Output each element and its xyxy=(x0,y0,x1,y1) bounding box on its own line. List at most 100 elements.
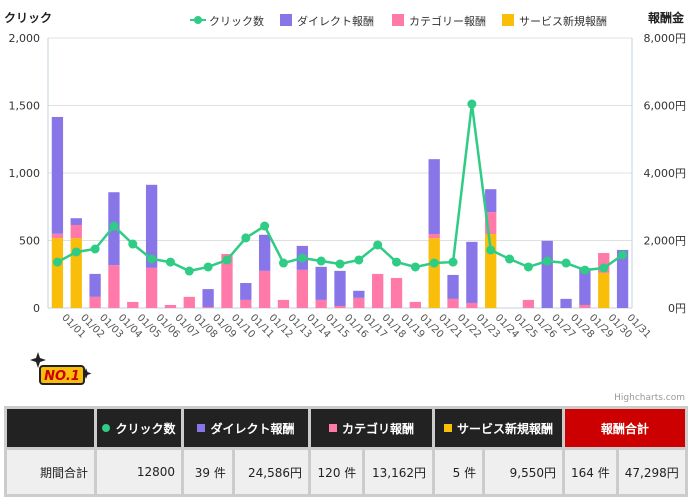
right-axis-title: 報酬金 xyxy=(648,10,685,25)
clicks-point xyxy=(523,262,533,272)
bar-サービス新規報酬 xyxy=(485,234,497,308)
right-tick-label: 6,000円 xyxy=(644,100,687,113)
combo-chart: クリック 報酬金 0 0円 500 2,000円 1,000 4,000円 1,500 6,0… xyxy=(4,10,687,341)
bar-サービス新規報酬 xyxy=(428,238,440,308)
highcharts-credit[interactable]: Highcharts.com xyxy=(614,393,685,403)
table-header-row: クリック数 ダイレクト報酬 カテゴリ報酬 サービス新規報酬 報酬合計 xyxy=(4,406,688,450)
clicks-point xyxy=(354,255,364,265)
clicks-point xyxy=(260,221,270,231)
clicks-point xyxy=(128,239,138,249)
header-direct: ダイレクト報酬 xyxy=(181,406,311,450)
svg-text:NO.1: NO.1 xyxy=(44,369,80,384)
clicks-dot-icon xyxy=(102,423,111,432)
header-category: カテゴリ報酬 xyxy=(308,406,435,450)
bar-ダイレクト報酬 xyxy=(541,240,553,308)
clicks-point xyxy=(486,245,496,255)
bar-サービス新規報酬 xyxy=(70,238,82,308)
right-tick-label: 8,000円 xyxy=(644,32,687,45)
total-amount: 47,298円 xyxy=(615,447,688,497)
row-label: 期間合計 xyxy=(4,447,97,497)
clicks-point xyxy=(335,259,345,269)
legend-item: カテゴリー報酬 xyxy=(409,14,486,28)
right-tick-label: 0円 xyxy=(668,302,686,315)
legend-square-icon xyxy=(280,14,292,26)
bar-カテゴリー報酬 xyxy=(164,304,177,308)
clicks-point xyxy=(165,257,175,267)
bar-カテゴリー報酬 xyxy=(485,212,497,235)
bar-カテゴリー報酬 xyxy=(334,305,346,308)
bar-ダイレクト報酬 xyxy=(51,116,64,234)
bar-カテゴリー報酬 xyxy=(277,299,290,308)
bar-カテゴリー報酬 xyxy=(353,297,365,308)
direct-square-icon xyxy=(197,423,206,432)
bar-カテゴリー報酬 xyxy=(145,267,158,308)
clicks-point xyxy=(467,99,477,109)
bar-カテゴリー報酬 xyxy=(466,302,478,308)
total-count: 164 件 xyxy=(562,447,619,497)
clicks-point xyxy=(505,254,515,264)
clicks-point xyxy=(241,233,251,243)
left-tick-label: 500 xyxy=(19,235,40,248)
clicks-point xyxy=(410,262,420,272)
left-tick-label: 1,000 xyxy=(9,167,41,180)
clicks-point xyxy=(147,254,157,264)
header-total: 報酬合計 xyxy=(562,406,688,450)
category-amount: 13,162円 xyxy=(362,447,435,497)
category-square-icon xyxy=(328,423,337,432)
bar-ダイレクト報酬 xyxy=(334,270,346,306)
bar-カテゴリー報酬 xyxy=(183,296,195,308)
right-tick-label: 2,000円 xyxy=(644,235,687,248)
clicks-point xyxy=(109,221,119,231)
legend-square-icon xyxy=(502,14,514,26)
table-row: 期間合計 12800 39 件 24,586円 120 件 13,162円 5 … xyxy=(4,447,688,497)
bar-カテゴリー報酬 xyxy=(447,298,459,308)
legend-square-icon xyxy=(392,14,404,26)
bar-ダイレクト報酬 xyxy=(315,266,327,300)
clicks-point xyxy=(448,257,458,267)
clicks-point xyxy=(542,256,552,266)
clicks-point xyxy=(71,247,81,257)
service-square-icon xyxy=(443,423,452,432)
bar-カテゴリー報酬 xyxy=(70,224,82,239)
legend-item: サービス新規報酬 xyxy=(519,14,607,28)
direct-amount: 24,586円 xyxy=(231,447,312,497)
bar-ダイレクト報酬 xyxy=(485,189,497,213)
bar-カテゴリー報酬 xyxy=(390,277,403,308)
bar-カテゴリー報酬 xyxy=(522,299,535,308)
right-tick-label: 4,000円 xyxy=(644,167,687,180)
bar-カテゴリー報酬 xyxy=(409,301,422,308)
direct-count: 39 件 xyxy=(181,447,235,497)
left-tick-label: 1,500 xyxy=(9,100,41,113)
clicks-point xyxy=(222,255,232,265)
clicks-total: 12800 xyxy=(94,447,184,497)
bar-サービス新規報酬 xyxy=(598,272,610,308)
clicks-point xyxy=(90,244,100,254)
bar-ダイレクト報酬 xyxy=(70,218,82,225)
bar-ダイレクト報酬 xyxy=(89,273,101,297)
clicks-point xyxy=(52,257,62,267)
bar-カテゴリー報酬 xyxy=(108,265,120,308)
bar-ダイレクト報酬 xyxy=(616,249,629,308)
legend-item: ダイレクト報酬 xyxy=(297,14,374,28)
bar-カテゴリー報酬 xyxy=(315,299,327,308)
header-clicks: クリック数 xyxy=(94,406,184,450)
clicks-point xyxy=(599,263,609,273)
no1-badge-icon: NO.1 xyxy=(30,348,92,388)
bar-カテゴリー報酬 xyxy=(202,306,214,308)
bar-ダイレクト報酬 xyxy=(258,234,271,271)
clicks-point xyxy=(203,262,213,272)
bar-ダイレクト報酬 xyxy=(145,184,158,268)
bar-ダイレクト報酬 xyxy=(353,290,365,298)
bar-ダイレクト報酬 xyxy=(428,159,440,235)
bar-カテゴリー報酬 xyxy=(296,269,308,308)
bar-カテゴリー報酬 xyxy=(89,296,101,308)
clicks-point xyxy=(184,266,194,276)
clicks-point xyxy=(618,250,628,260)
bar-カテゴリー報酬 xyxy=(428,234,440,239)
clicks-point xyxy=(561,258,571,268)
clicks-point xyxy=(429,258,439,268)
legend-dot-icon xyxy=(194,16,202,24)
clicks-line xyxy=(56,103,624,273)
left-axis-title: クリック xyxy=(4,11,52,25)
clicks-point xyxy=(278,258,288,268)
